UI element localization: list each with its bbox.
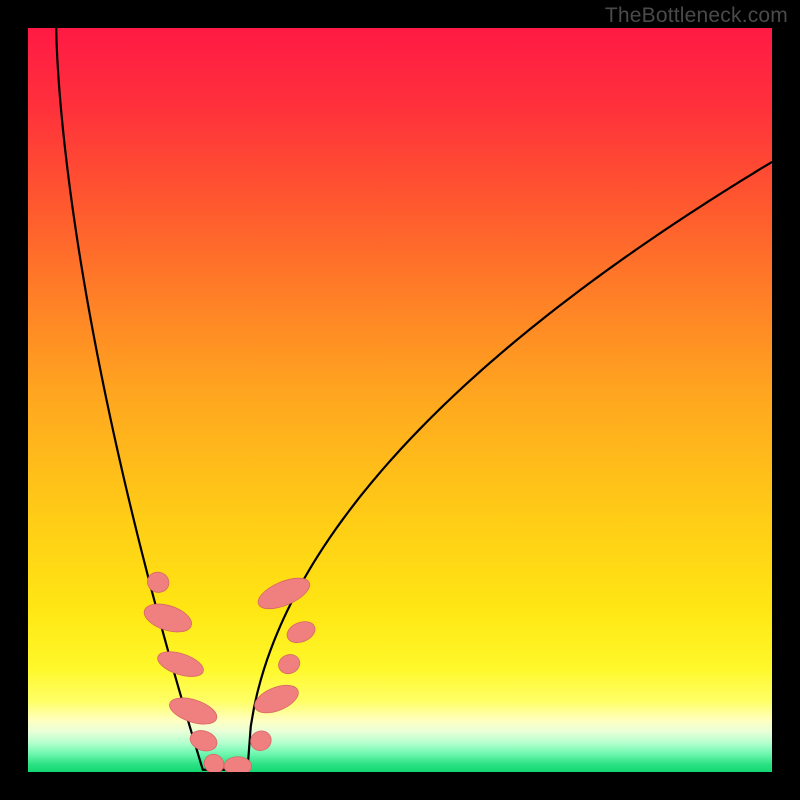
marker-group: [141, 569, 318, 772]
curve-left-branch: [56, 28, 225, 770]
curve-marker: [166, 693, 220, 729]
curve-marker: [276, 651, 303, 676]
plot-area: [28, 28, 772, 772]
curve-marker: [284, 618, 318, 647]
curve-right-branch: [225, 162, 772, 770]
v-curve-overlay: [28, 28, 772, 772]
curve-marker: [155, 647, 207, 682]
curve-marker: [141, 599, 195, 638]
curve-marker: [145, 569, 172, 595]
chart-frame: TheBottleneck.com: [0, 0, 800, 800]
watermark-text: TheBottleneck.com: [605, 4, 788, 28]
curve-marker: [224, 757, 252, 772]
